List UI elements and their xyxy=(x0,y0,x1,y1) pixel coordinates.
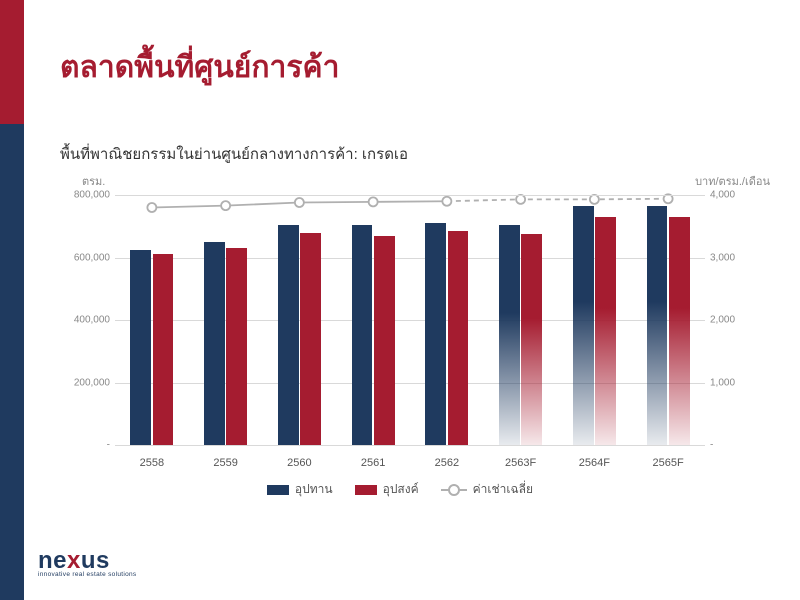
bar-supply xyxy=(352,225,373,445)
chart-subtitle: พื้นที่พาณิชยกรรมในย่านศูนย์กลางทางการค้… xyxy=(60,142,408,166)
bar-supply xyxy=(130,250,151,445)
y-tick-left: 800,000 xyxy=(60,190,110,201)
rent-line xyxy=(447,199,668,202)
legend-swatch-supply xyxy=(267,485,289,495)
rent-marker xyxy=(590,195,599,204)
grid-line xyxy=(115,195,705,196)
x-tick: 2564F xyxy=(579,450,610,475)
x-tick: 2563F xyxy=(505,450,536,475)
bar-supply xyxy=(425,223,446,445)
legend: อุปทาน อุปสงค์ ค่าเช่าเฉลี่ย xyxy=(0,480,800,499)
y-tick-left: 600,000 xyxy=(60,252,110,263)
y-tick-left: - xyxy=(60,440,110,451)
bar-demand xyxy=(521,234,542,445)
bar-demand xyxy=(153,254,174,445)
x-tick: 2558 xyxy=(140,450,164,475)
y-left-axis-label: ตรม. xyxy=(82,172,105,190)
rent-marker xyxy=(221,201,230,210)
rent-marker xyxy=(295,198,304,207)
legend-swatch-demand xyxy=(355,485,377,495)
bar-supply xyxy=(499,225,520,445)
x-tick: 2565F xyxy=(653,450,684,475)
y-tick-right: 4,000 xyxy=(710,190,760,201)
legend-item-rent: ค่าเช่าเฉลี่ย xyxy=(441,480,533,499)
bar-demand xyxy=(669,217,690,445)
bar-demand xyxy=(374,236,395,445)
y-tick-right: - xyxy=(710,440,760,451)
logo-tagline: innovative real estate solutions xyxy=(38,571,137,578)
legend-line-marker xyxy=(441,489,467,491)
bar-supply xyxy=(204,242,225,445)
y-tick-right: 3,000 xyxy=(710,252,760,263)
accent-stripe-blue xyxy=(0,124,24,600)
rent-marker xyxy=(147,203,156,212)
legend-label-rent: ค่าเช่าเฉลี่ย xyxy=(473,480,533,499)
y-right-axis-label: บาท/ตรม./เดือน xyxy=(695,172,770,190)
grid-line xyxy=(115,445,705,446)
bar-supply xyxy=(647,206,668,445)
legend-label-demand: อุปสงค์ xyxy=(383,480,419,499)
y-tick-right: 1,000 xyxy=(710,377,760,388)
x-tick: 2559 xyxy=(213,450,237,475)
x-tick: 2560 xyxy=(287,450,311,475)
y-tick-left: 400,000 xyxy=(60,315,110,326)
x-tick: 2561 xyxy=(361,450,385,475)
legend-item-supply: อุปทาน xyxy=(267,480,333,499)
rent-marker xyxy=(369,197,378,206)
brand-logo: nexus innovative real estate solutions xyxy=(38,547,137,578)
y-tick-left: 200,000 xyxy=(60,377,110,388)
rent-marker xyxy=(442,197,451,206)
y-tick-right: 2,000 xyxy=(710,315,760,326)
bar-demand xyxy=(595,217,616,445)
bar-supply xyxy=(573,206,594,445)
accent-stripe-red xyxy=(0,0,24,124)
bar-demand xyxy=(448,231,469,445)
bar-demand xyxy=(300,233,321,446)
page-title: ตลาดพื้นที่ศูนย์การค้า xyxy=(60,44,339,91)
bar-demand xyxy=(226,248,247,445)
bar-supply xyxy=(278,225,299,445)
legend-item-demand: อุปสงค์ xyxy=(355,480,419,499)
chart-container: --200,0001,000400,0002,000600,0003,00080… xyxy=(60,195,760,475)
rent-marker xyxy=(516,195,525,204)
legend-label-supply: อุปทาน xyxy=(295,480,333,499)
plot-area xyxy=(115,195,705,445)
x-tick: 2562 xyxy=(435,450,459,475)
